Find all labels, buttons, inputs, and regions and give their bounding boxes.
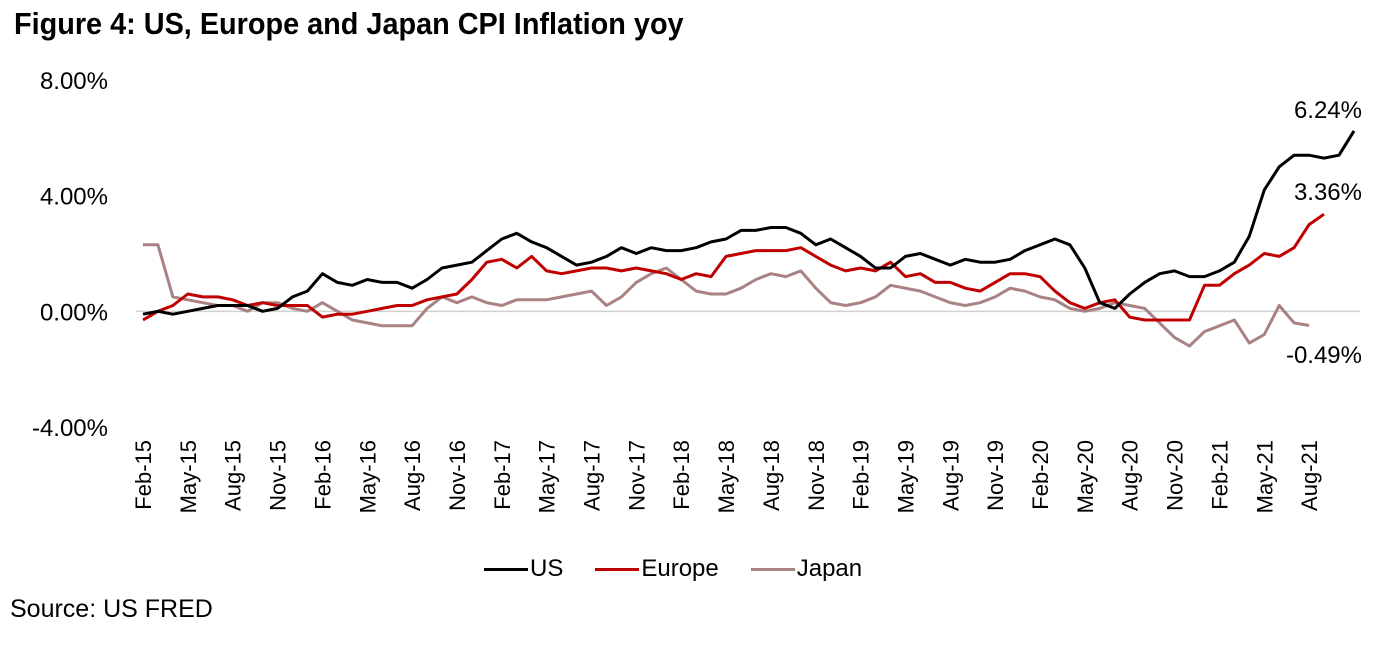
x-tick-label: May-17 <box>535 440 560 513</box>
y-tick-label: 0.00% <box>40 299 108 326</box>
end-labels: 6.24% 3.36% -0.49% <box>1286 97 1362 369</box>
y-axis: 8.00% 4.00% 0.00% -4.00% <box>32 68 108 442</box>
series-line-europe <box>142 212 1325 322</box>
series-line-japan <box>143 243 1310 348</box>
legend-label-japan: Japan <box>796 555 863 582</box>
x-tick-label: May-19 <box>893 440 918 513</box>
x-tick-label: Feb-18 <box>669 440 694 510</box>
x-tick-label: Aug-20 <box>1118 440 1143 511</box>
source-note: Source: US FRED <box>10 595 213 623</box>
legend-item-europe: Europe <box>595 555 719 583</box>
legend-label-us: US <box>530 555 564 582</box>
x-tick-label: Nov-18 <box>804 440 829 511</box>
x-tick-label: May-20 <box>1073 440 1098 513</box>
end-label-japan: -0.49% <box>1286 342 1362 369</box>
legend-item-us: US <box>484 555 563 583</box>
x-tick-label: Aug-15 <box>221 440 246 511</box>
legend-swatch-europe <box>595 567 640 571</box>
x-tick-label: Feb-20 <box>1028 440 1053 510</box>
end-label-us: 6.24% <box>1294 97 1362 124</box>
legend: US Europe Japan <box>484 555 862 583</box>
legend-swatch-japan <box>750 567 795 571</box>
end-label-europe: 3.36% <box>1294 179 1362 206</box>
x-tick-label: Nov-19 <box>983 440 1008 511</box>
x-tick-label: May-15 <box>176 440 201 513</box>
x-tick-label: Aug-18 <box>759 440 784 511</box>
y-tick-label: -4.00% <box>32 415 108 442</box>
y-tick-label: 8.00% <box>40 68 108 95</box>
x-tick-label: May-21 <box>1252 440 1277 513</box>
y-tick-label: 4.00% <box>40 184 108 211</box>
legend-label-europe: Europe <box>641 555 719 582</box>
series-line-us <box>142 130 1356 316</box>
x-tick-label: May-16 <box>355 440 380 513</box>
x-tick-label: Nov-20 <box>1163 440 1188 511</box>
x-tick-label: Aug-17 <box>580 440 605 511</box>
x-tick-label: May-18 <box>714 440 739 513</box>
x-tick-label: Nov-15 <box>266 440 291 511</box>
x-tick-label: Nov-17 <box>624 440 649 511</box>
x-tick-label: Aug-16 <box>400 440 425 511</box>
series-layer <box>142 130 1356 348</box>
x-tick-label: Aug-19 <box>938 440 963 511</box>
x-tick-label: Nov-16 <box>445 440 470 511</box>
x-tick-label: Feb-15 <box>131 440 156 510</box>
legend-item-japan: Japan <box>750 555 863 583</box>
x-tick-label: Feb-19 <box>849 440 874 510</box>
x-tick-label: Feb-21 <box>1207 440 1232 510</box>
x-tick-label: Feb-17 <box>490 440 515 510</box>
x-axis: Feb-15 May-15 Aug-15 Nov-15 Feb-16 May-16 Aug-… <box>131 440 1322 513</box>
chart-title: Figure 4: US, Europe and Japan CPI Infla… <box>14 6 684 41</box>
x-tick-label: Aug-21 <box>1297 440 1322 511</box>
x-tick-label: Feb-16 <box>310 440 335 510</box>
legend-swatch-us <box>484 567 528 571</box>
